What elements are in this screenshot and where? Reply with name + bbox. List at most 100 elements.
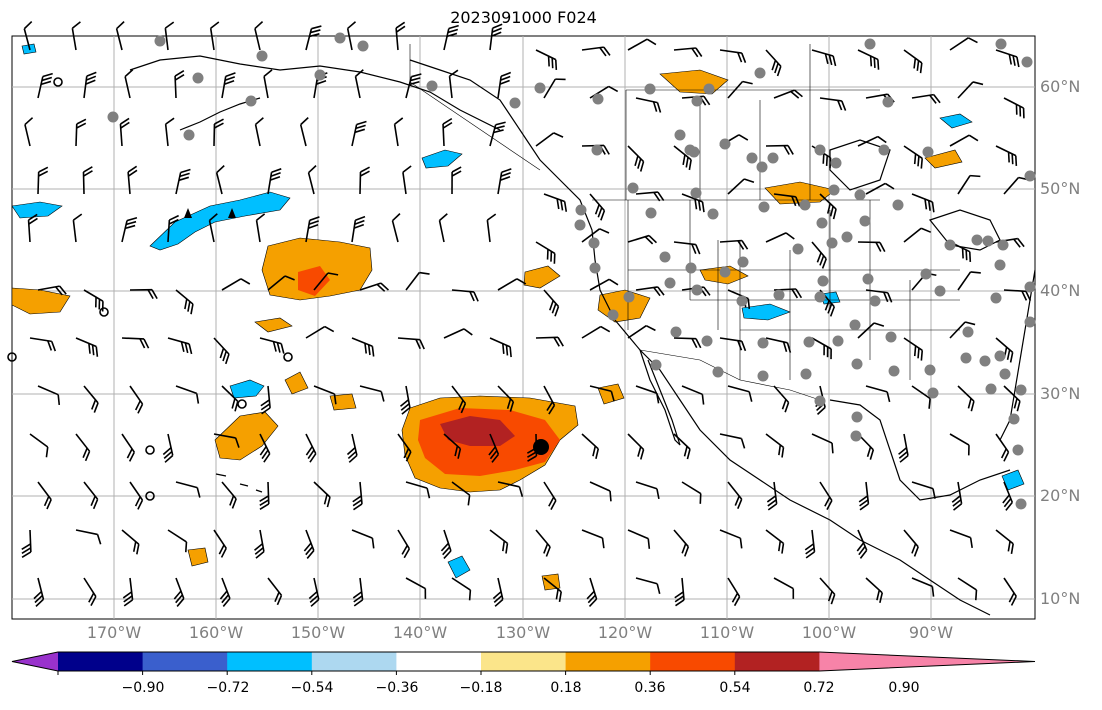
wind-barb [351,120,367,147]
wind-barb [543,289,560,317]
wind-barb [911,193,935,213]
wind-barb [83,481,99,510]
wind-barb [82,166,93,195]
colorbar-tick-label: −0.90 [121,680,165,696]
station-dot [816,217,828,229]
wind-barb [627,529,651,549]
wind-barb [397,433,412,462]
wind-barb [308,577,320,607]
wind-barb [627,433,645,460]
wind-barb [313,272,339,291]
station-dot [990,292,1002,304]
wind-barb [37,385,61,406]
lon-label-130w: 130°W [495,623,551,642]
wind-barb [811,241,827,269]
wind-barb [957,577,978,601]
station-dot [1015,498,1027,510]
wind-barb [359,166,370,195]
wind-barb [254,117,264,147]
wind-barb [399,385,411,415]
station-dot [982,235,994,247]
wind-barb [957,271,981,291]
station-dot [985,383,997,395]
wind-barb [673,529,690,557]
station-dot [650,359,662,371]
station-dot [851,411,863,423]
station-dot [888,365,900,377]
wind-barb [24,117,34,147]
anomaly-region-tropics-3 [447,555,471,579]
wind-barb [263,69,273,99]
station-dot [830,157,842,169]
wind-barb [451,577,472,601]
wind-barb [448,69,459,99]
wind-barb [346,21,357,51]
wind-barb [949,433,970,456]
station-dot [892,199,904,211]
wind-barb [719,337,747,352]
lat-label-20n: 20°N [1040,486,1081,505]
station-dot [864,38,876,50]
wind-barb [354,69,364,99]
wind-barb [819,193,837,220]
wind-barb [164,21,175,51]
station-dot [924,364,936,376]
station-dot [607,309,619,321]
wind-barb [209,21,220,51]
wind-barb [215,165,225,195]
station-dot [1024,316,1036,328]
colorbar-extend-high [819,652,1035,671]
wind-barb [949,134,979,147]
station-dot [690,187,702,199]
wind-barb [765,529,785,554]
station-dot [592,93,604,105]
station-dot [841,231,853,243]
wind-barb [37,481,52,510]
colorbar-bin [142,652,228,671]
map-title: 2023091000 F024 [450,8,597,27]
colorbar-tick-label: −0.36 [375,680,419,696]
station-dot [1024,170,1036,182]
wind-barb [443,328,473,339]
wind-barb [535,241,556,264]
wind-barb [391,213,401,243]
wind-barb [898,433,909,463]
wind-barb [627,325,656,339]
wind-barb [681,385,705,405]
alaska-canada-border [409,44,541,171]
hudson-bay [829,139,891,191]
colorbar-tick-label: 0.72 [803,680,835,696]
wind-barb [299,117,309,147]
station-dot [591,144,603,156]
wind-barb [911,481,936,499]
wind-barb [581,46,611,57]
open-circle-marker [283,352,293,362]
station-dots [107,32,1036,510]
wind-barb [995,145,1018,166]
wind-barb [351,529,375,549]
lat-label-30n: 30°N [1040,384,1081,403]
open-circle-marker [237,399,247,409]
anomaly-region-east-canada [924,149,963,169]
station-dot [688,146,700,158]
open-circle-marker [99,307,109,317]
wind-barb [673,433,691,460]
station-dot [691,284,703,296]
wind-barb [673,241,701,255]
wind-barb [1003,577,1017,606]
colorbar-bin [734,652,820,671]
wind-barb [121,529,140,555]
wind-barb [903,337,924,361]
wind-barb [208,213,218,243]
wind-barb [83,385,99,413]
wind-barb [673,337,702,349]
wind-barb [402,165,412,195]
wind-barb [174,69,185,99]
wind-barb [405,271,430,291]
wind-barb [674,577,685,607]
wind-barb [497,71,512,99]
station-dot [588,237,600,249]
wind-barb [535,49,558,70]
wind-barb [352,481,363,511]
wind-barb [167,214,179,243]
